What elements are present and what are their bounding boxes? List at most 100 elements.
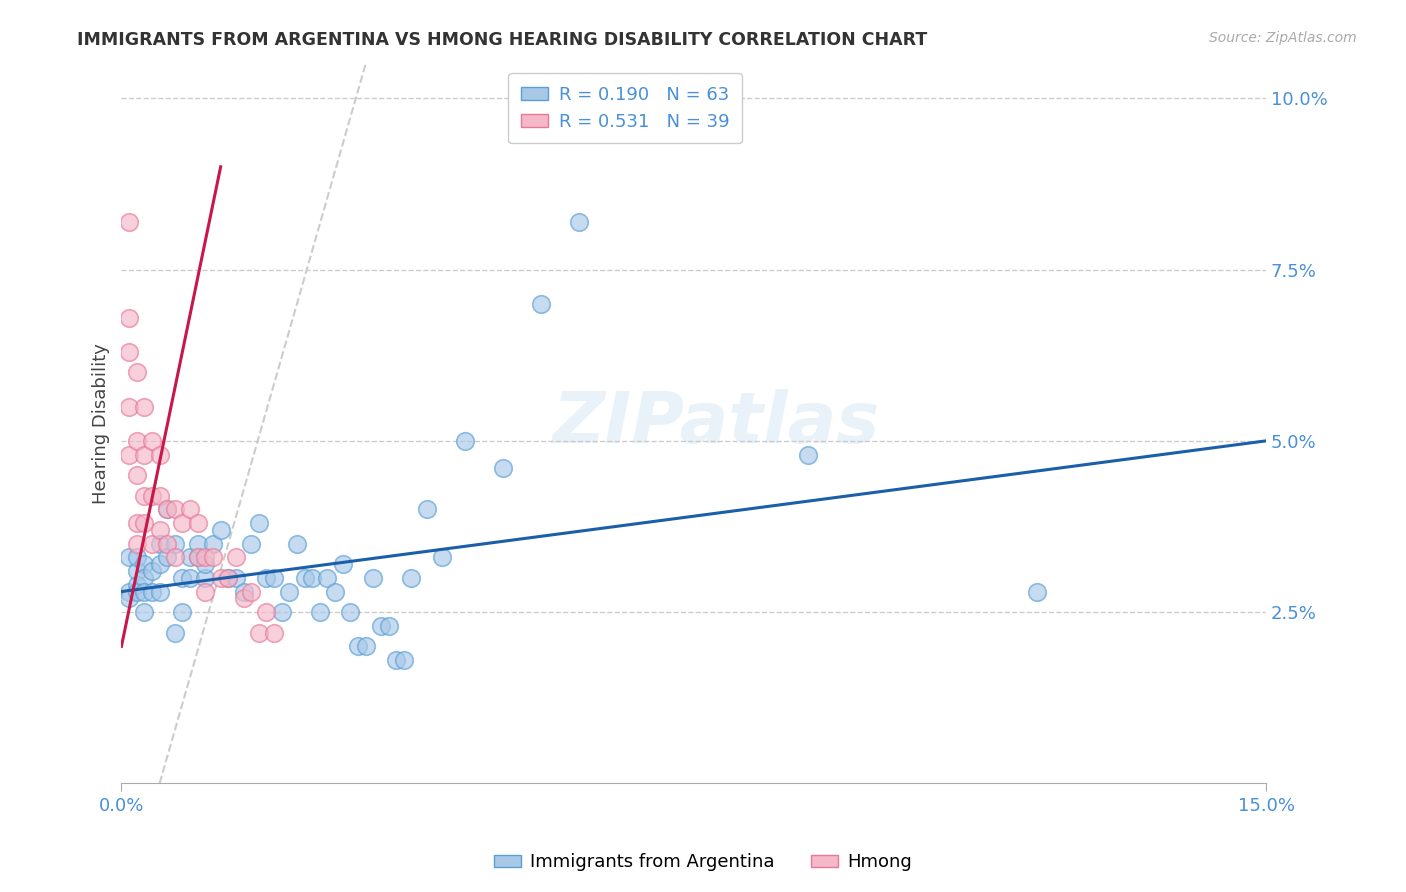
Point — [118, 584, 141, 599]
Point — [118, 400, 141, 414]
Point — [179, 550, 201, 565]
Point — [240, 584, 263, 599]
Point — [172, 516, 194, 530]
Point — [134, 516, 156, 530]
Point — [194, 584, 217, 599]
Text: ZIPatlas: ZIPatlas — [553, 389, 880, 458]
Point — [187, 550, 209, 565]
Point — [163, 625, 186, 640]
Point — [125, 564, 148, 578]
Point — [209, 523, 232, 537]
Point — [263, 625, 285, 640]
Point — [134, 571, 156, 585]
Point — [270, 605, 292, 619]
Point — [285, 536, 308, 550]
Point — [415, 502, 437, 516]
Point — [125, 516, 148, 530]
Y-axis label: Hearing Disability: Hearing Disability — [93, 343, 110, 504]
Point — [254, 571, 277, 585]
Point — [179, 571, 201, 585]
Point — [141, 564, 163, 578]
Point — [118, 448, 141, 462]
Point — [187, 536, 209, 550]
Point — [125, 577, 148, 591]
Point — [149, 448, 172, 462]
Point — [254, 605, 277, 619]
Point — [278, 584, 301, 599]
Point — [370, 619, 392, 633]
Point — [301, 571, 323, 585]
Point — [118, 214, 141, 228]
Point — [125, 468, 148, 483]
Point — [530, 297, 553, 311]
Point — [339, 605, 361, 619]
Point — [347, 640, 370, 654]
Point — [194, 557, 217, 571]
Point — [125, 434, 148, 448]
Point — [163, 550, 186, 565]
Point — [392, 653, 415, 667]
Point — [217, 571, 239, 585]
Point — [247, 516, 270, 530]
Point — [179, 502, 201, 516]
Point — [240, 536, 263, 550]
Point — [156, 536, 179, 550]
Legend: Immigrants from Argentina, Hmong: Immigrants from Argentina, Hmong — [486, 847, 920, 879]
Point — [323, 584, 346, 599]
Point — [568, 214, 591, 228]
Point — [125, 536, 148, 550]
Point — [141, 536, 163, 550]
Point — [492, 461, 515, 475]
Point — [134, 400, 156, 414]
Point — [149, 489, 172, 503]
Point — [125, 365, 148, 379]
Legend: R = 0.190   N = 63, R = 0.531   N = 39: R = 0.190 N = 63, R = 0.531 N = 39 — [508, 73, 742, 144]
Point — [134, 448, 156, 462]
Point — [377, 619, 399, 633]
Point — [149, 557, 172, 571]
Point — [247, 625, 270, 640]
Point — [263, 571, 285, 585]
Point — [202, 550, 225, 565]
Point — [232, 584, 254, 599]
Point — [141, 489, 163, 503]
Point — [118, 550, 141, 565]
Point — [125, 550, 148, 565]
Point — [187, 516, 209, 530]
Point — [141, 584, 163, 599]
Point — [149, 584, 172, 599]
Point — [187, 550, 209, 565]
Point — [118, 591, 141, 606]
Point — [308, 605, 330, 619]
Point — [316, 571, 339, 585]
Point — [134, 489, 156, 503]
Point — [361, 571, 384, 585]
Point — [194, 571, 217, 585]
Point — [156, 502, 179, 516]
Point — [430, 550, 453, 565]
Text: Source: ZipAtlas.com: Source: ZipAtlas.com — [1209, 31, 1357, 45]
Point — [209, 571, 232, 585]
Point — [134, 584, 156, 599]
Point — [225, 571, 247, 585]
Point — [385, 653, 408, 667]
Point — [163, 502, 186, 516]
Point — [156, 502, 179, 516]
Point — [118, 344, 141, 359]
Point — [134, 605, 156, 619]
Point — [217, 571, 239, 585]
Point — [125, 584, 148, 599]
Point — [232, 591, 254, 606]
Point — [354, 640, 377, 654]
Point — [225, 550, 247, 565]
Point — [149, 536, 172, 550]
Point — [141, 434, 163, 448]
Point — [797, 448, 820, 462]
Point — [294, 571, 316, 585]
Point — [163, 536, 186, 550]
Point — [194, 550, 217, 565]
Text: IMMIGRANTS FROM ARGENTINA VS HMONG HEARING DISABILITY CORRELATION CHART: IMMIGRANTS FROM ARGENTINA VS HMONG HEARI… — [77, 31, 928, 49]
Point — [172, 605, 194, 619]
Point — [118, 310, 141, 325]
Point — [156, 550, 179, 565]
